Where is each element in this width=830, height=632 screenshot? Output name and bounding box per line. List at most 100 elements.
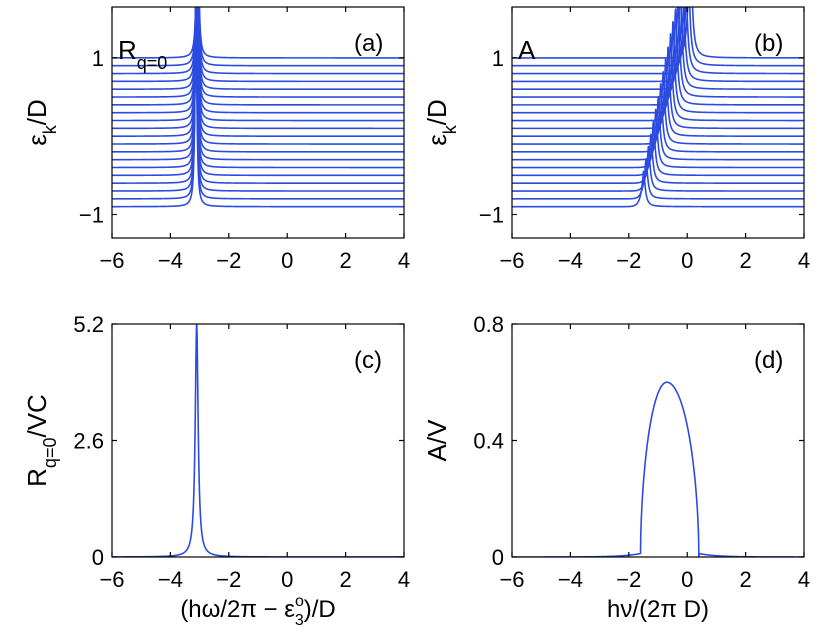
series-line-3 <box>112 7 404 192</box>
x-tick-label: −6 <box>499 567 524 592</box>
y-axis-label: εk/D <box>422 99 460 146</box>
series-line-5 <box>112 7 404 177</box>
y-tick-label: 0 <box>492 545 504 570</box>
y-label-sub: q=0 <box>40 438 60 469</box>
series-line-2 <box>112 7 404 200</box>
y-label-sub: k <box>40 124 60 134</box>
x-label-main: (hω/2π − ε <box>180 596 295 623</box>
series-line-13 <box>112 7 404 114</box>
series-line-10 <box>112 7 404 137</box>
y-label-main: A/V <box>422 419 452 462</box>
inset-label-sub: q=0 <box>137 53 168 73</box>
series-line-9 <box>112 7 404 145</box>
series-line-13 <box>512 20 804 114</box>
x-tick-label: 0 <box>281 567 293 592</box>
y-label-suffix: /VC <box>22 394 52 437</box>
series-line-2 <box>512 158 804 200</box>
panel-a: −6 −4 −2 0 2 4 −1 1 (a) Rq=0 εk/D <box>22 6 410 273</box>
x-tick-label: 4 <box>398 248 410 273</box>
x-tick-label: 2 <box>739 248 751 273</box>
x-tick-label: −4 <box>158 567 183 592</box>
series-line-19 <box>112 7 404 67</box>
series-line-17 <box>112 7 404 83</box>
y-tick-label: 1 <box>492 46 504 71</box>
series-line-17 <box>512 7 804 83</box>
y-tick-label: 2.6 <box>73 429 104 454</box>
series-line-16 <box>112 7 404 91</box>
y-label-suffix: /D <box>422 99 452 125</box>
x-tick-label: 0 <box>281 248 293 273</box>
x-tick-label: −4 <box>558 567 583 592</box>
x-tick-label: 4 <box>798 567 810 592</box>
series-line-11 <box>512 46 804 130</box>
series-line-20 <box>512 7 804 59</box>
panel-b: −6 −4 −2 0 2 4 −1 1 (b) Aεk/D <box>422 6 810 273</box>
series-line-14 <box>512 8 804 106</box>
panel-c: −6 −4 −2 0 2 4 0 2.6 5.2 (c) Rq=0/VC (hω/2π − εo 3)/… <box>22 312 410 629</box>
series-line-12 <box>512 33 804 122</box>
x-tick-label: 4 <box>798 248 810 273</box>
x-tick-label: −6 <box>99 248 124 273</box>
series-line-4 <box>512 133 804 184</box>
series-line-7 <box>112 7 404 161</box>
x-label-tail: )/D <box>304 596 336 623</box>
series-line-15 <box>512 7 804 98</box>
x-tick-label: −2 <box>216 248 241 273</box>
x-tick-label: −2 <box>616 567 641 592</box>
series-line-1 <box>512 170 804 208</box>
panel-label: (c) <box>354 347 382 374</box>
series-line-11 <box>112 7 404 130</box>
x-tick-label: −6 <box>99 567 124 592</box>
x-tick-label: 2 <box>739 567 751 592</box>
series-line-10 <box>512 57 804 137</box>
series-line-1 <box>112 7 404 208</box>
y-label-suffix: /D <box>22 99 52 125</box>
series-line-19 <box>512 7 804 67</box>
panel-label: (a) <box>354 30 383 57</box>
series-line-9 <box>512 71 804 145</box>
panel-label: (d) <box>754 347 783 374</box>
series-line-6 <box>112 7 404 169</box>
x-label-sub: 3 <box>295 612 304 629</box>
x-tick-label: −2 <box>216 567 241 592</box>
y-tick-label: 1 <box>92 46 104 71</box>
inset-label: A <box>518 35 536 65</box>
x-tick-label: 2 <box>339 567 351 592</box>
series-line-16 <box>512 7 804 91</box>
y-label-main: ε <box>22 134 52 146</box>
y-label-main: R <box>22 468 52 487</box>
y-tick-label: 0.4 <box>473 429 504 454</box>
axes-frame <box>511 6 805 239</box>
series-line-18 <box>112 7 404 75</box>
inset-label-main: A <box>518 35 536 65</box>
x-tick-label: −4 <box>558 248 583 273</box>
y-tick-label: 0 <box>92 545 104 570</box>
series-group <box>512 7 804 208</box>
series-group <box>112 7 404 208</box>
x-tick-label: 0 <box>681 248 693 273</box>
y-tick-label: −1 <box>479 203 504 228</box>
series-line <box>512 381 804 557</box>
x-axis-label: (hω/2π − εo 3)/D <box>180 593 336 629</box>
x-tick-label: −4 <box>158 248 183 273</box>
series-line-8 <box>112 7 404 153</box>
series-group <box>512 381 804 557</box>
y-axis-label: A/V <box>422 419 452 462</box>
y-label-main: ε <box>422 134 452 146</box>
axes-frame <box>111 6 405 239</box>
series-line-15 <box>112 7 404 98</box>
y-label-sub: k <box>440 124 460 134</box>
x-label-sup: o <box>295 593 304 610</box>
series-line-6 <box>512 108 804 169</box>
x-axis-label: hν/(2π D) <box>607 596 709 623</box>
x-tick-label: 2 <box>339 248 351 273</box>
series-line-12 <box>112 7 404 122</box>
x-tick-label: −2 <box>616 248 641 273</box>
inset-label-main: R <box>118 35 137 65</box>
series-line-7 <box>512 95 804 161</box>
series-line-20 <box>112 7 404 59</box>
y-tick-label: 5.2 <box>73 312 104 337</box>
x-tick-label: 0 <box>681 567 693 592</box>
y-tick-label: −1 <box>79 203 104 228</box>
